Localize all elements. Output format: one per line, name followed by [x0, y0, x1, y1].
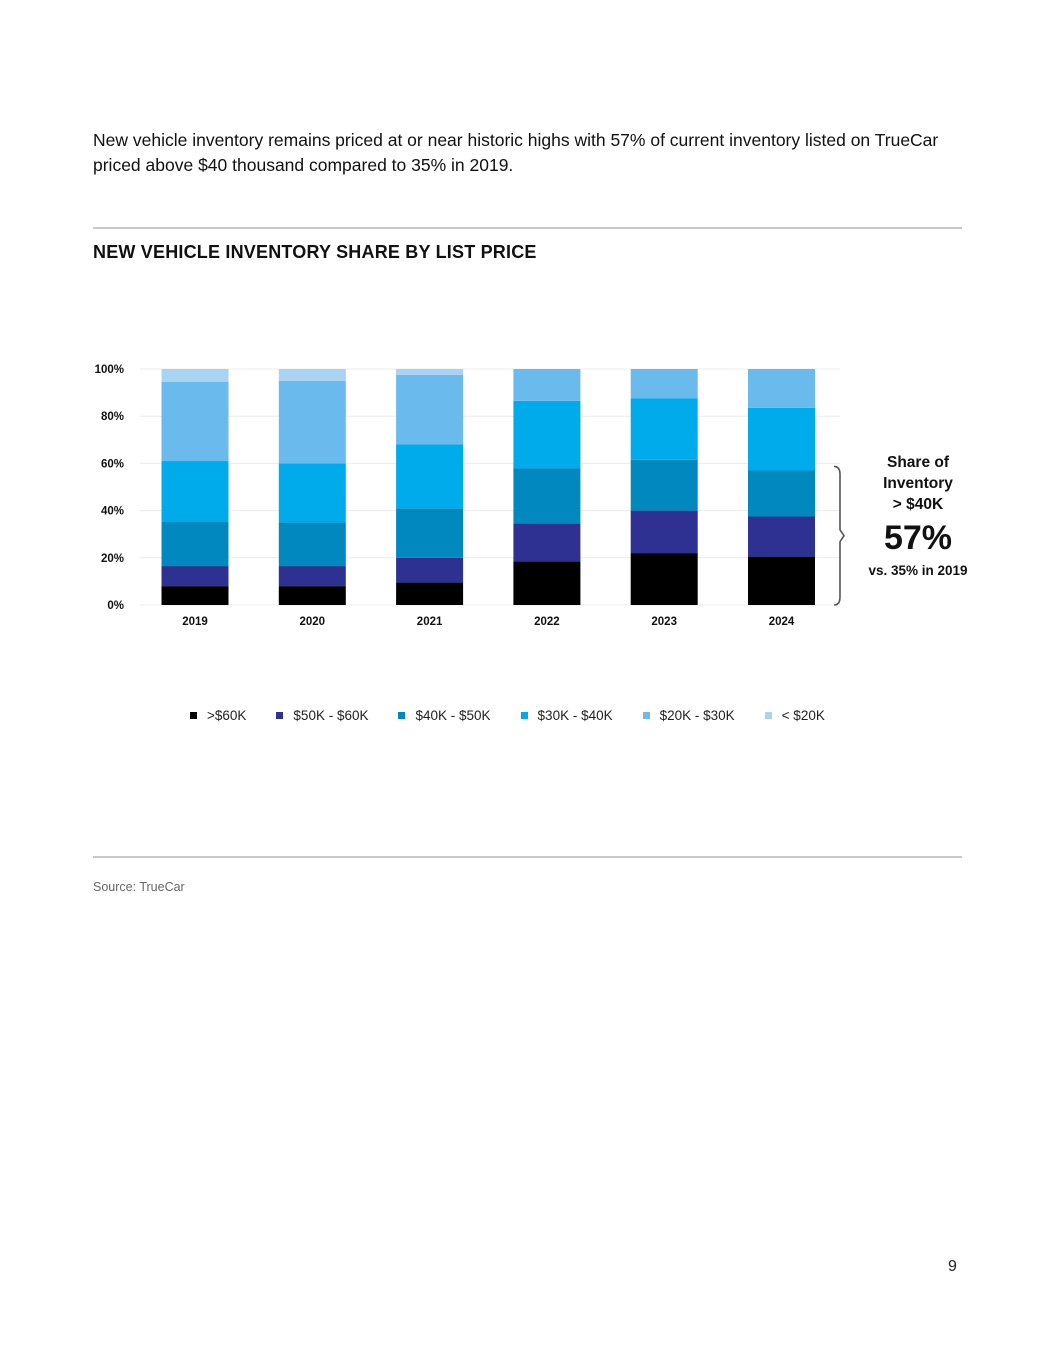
bar-segment [278, 566, 346, 587]
y-tick-label: 20% [101, 553, 124, 565]
legend-swatch [642, 712, 650, 719]
legend-item: < $20K [764, 708, 825, 723]
x-tick-label: 2022 [534, 616, 560, 628]
y-tick-label: 100% [95, 364, 124, 376]
bar-segment [396, 582, 464, 605]
bar-segment [630, 553, 698, 605]
legend-label: $20K - $30K [659, 708, 735, 723]
bar-segment [161, 586, 229, 605]
source-note: Source: TrueCar [93, 880, 185, 894]
bar-segment [748, 556, 815, 605]
bar-segment [278, 463, 346, 523]
bar-segment [630, 398, 698, 460]
bracket-shape [833, 465, 845, 606]
legend-item: $50K - $60K [276, 708, 368, 723]
legend-item: $20K - $30K [642, 708, 735, 723]
x-tick-label: 2020 [300, 616, 326, 628]
bar-segment [513, 369, 581, 401]
bar-segment [513, 523, 581, 562]
legend-label: $30K - $40K [537, 708, 613, 723]
callout-line-2: Inventory [883, 475, 953, 492]
bar-segment [278, 522, 346, 567]
x-tick-label: 2024 [769, 616, 795, 628]
legend-label: >$60K [207, 708, 247, 723]
legend-swatch [398, 712, 406, 719]
bar-segment [748, 407, 815, 471]
bar-segment [278, 369, 346, 381]
chart-title: NEW VEHICLE INVENTORY SHARE BY LIST PRIC… [93, 242, 537, 262]
bar-segment [630, 510, 698, 554]
callout-line-3: > $40K [892, 496, 944, 513]
bottom-divider [93, 856, 962, 858]
intro-paragraph: New vehicle inventory remains priced at … [93, 130, 939, 175]
legend-swatch [190, 712, 197, 719]
legend-swatch [276, 712, 284, 719]
bar-segment [161, 369, 229, 382]
legend-label: < $20K [781, 708, 825, 723]
x-tick-label: 2023 [651, 616, 677, 628]
bar-segment [278, 586, 346, 605]
callout-value: 57% [883, 519, 953, 557]
bar-segment [396, 374, 464, 445]
bar-segment [513, 400, 581, 469]
bar-segment [278, 380, 346, 464]
callout-subtext: vs. 35% in 2019 [868, 563, 968, 578]
bar-segment [161, 521, 229, 567]
y-tick-label: 40% [101, 506, 124, 518]
top-divider [93, 227, 962, 229]
legend-label: $40K - $50K [415, 708, 491, 723]
bar-segment [748, 470, 815, 517]
callout-box: Share of Inventory > $40K 57% vs. 35% in… [850, 452, 986, 578]
bar-segment [161, 381, 229, 462]
bar-segment [630, 459, 698, 511]
bar-segment [396, 369, 464, 375]
bar-segment [748, 369, 815, 408]
x-tick-label: 2019 [182, 616, 208, 628]
legend-item: >$60K [190, 708, 246, 723]
bar-segment [396, 557, 464, 583]
bar-segment [396, 444, 464, 509]
legend-label: $50K - $60K [293, 708, 369, 723]
callout-line-1: Share of [886, 454, 949, 471]
legend-swatch [520, 712, 528, 719]
chart-legend: >$60K $50K - $60K $40K - $50K $30K - $40K $2… [190, 708, 855, 723]
bar-segment [513, 561, 581, 605]
y-tick-label: 60% [101, 458, 124, 470]
stacked-bar-chart: 0% 20% 40% 60% 80% 100% 2019 2020 2021 2022 2023 20… [95, 364, 845, 628]
page-number: 9 [948, 1258, 957, 1275]
legend-item: $40K - $50K [398, 708, 491, 723]
legend-swatch [764, 712, 772, 719]
bar-segment [396, 508, 464, 558]
y-tick-label: 80% [101, 411, 124, 423]
bar-segment [161, 461, 229, 522]
bar-segment [748, 516, 815, 557]
bar-segment [161, 566, 229, 587]
y-tick-label: 0% [107, 600, 124, 612]
bar-segment [630, 369, 698, 399]
legend-item: $30K - $40K [520, 708, 613, 723]
x-tick-label: 2021 [417, 616, 443, 628]
bar-segment [513, 468, 581, 524]
